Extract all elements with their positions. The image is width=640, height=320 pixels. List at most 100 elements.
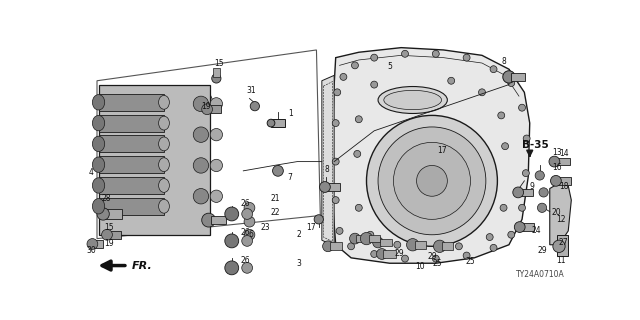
Text: 14: 14 (559, 149, 568, 158)
Circle shape (340, 73, 347, 80)
Text: 17: 17 (307, 222, 316, 232)
Circle shape (490, 244, 497, 251)
Circle shape (553, 240, 565, 252)
Ellipse shape (92, 157, 105, 172)
Ellipse shape (92, 136, 105, 152)
Circle shape (355, 116, 362, 123)
Circle shape (202, 104, 212, 115)
Bar (99, 156, 164, 173)
Circle shape (367, 116, 497, 246)
Text: 29: 29 (428, 252, 438, 261)
Text: 26: 26 (240, 228, 250, 237)
Circle shape (463, 252, 470, 259)
Circle shape (210, 98, 223, 110)
Circle shape (479, 89, 486, 96)
Circle shape (498, 112, 505, 119)
Text: 29: 29 (394, 250, 404, 259)
Circle shape (354, 150, 361, 157)
Circle shape (210, 159, 223, 172)
Circle shape (242, 209, 253, 219)
Bar (212, 68, 220, 77)
Circle shape (448, 77, 454, 84)
Text: 21: 21 (271, 194, 280, 203)
Bar (99, 115, 164, 132)
Circle shape (360, 232, 372, 245)
Bar (92, 240, 103, 248)
Circle shape (539, 188, 548, 197)
Ellipse shape (159, 116, 170, 130)
Circle shape (348, 243, 355, 250)
Ellipse shape (378, 86, 447, 114)
Circle shape (463, 54, 470, 61)
Text: 19: 19 (202, 102, 211, 111)
Bar (511, 73, 525, 81)
Text: 26: 26 (240, 199, 250, 208)
Circle shape (336, 228, 343, 234)
Text: 18: 18 (559, 182, 568, 191)
Bar (99, 135, 164, 152)
Text: 19: 19 (104, 239, 114, 248)
Text: 27: 27 (559, 238, 568, 247)
Ellipse shape (92, 116, 105, 131)
Polygon shape (550, 179, 572, 245)
Bar (99, 84, 210, 235)
Bar (442, 243, 452, 250)
Circle shape (433, 255, 439, 262)
Circle shape (371, 251, 378, 258)
Circle shape (538, 203, 547, 212)
Ellipse shape (159, 199, 170, 213)
Text: 23: 23 (260, 222, 269, 232)
Circle shape (210, 190, 223, 203)
Circle shape (518, 204, 525, 211)
Circle shape (267, 119, 275, 127)
Circle shape (225, 234, 239, 248)
Circle shape (87, 239, 98, 249)
Text: 15: 15 (214, 59, 223, 68)
Ellipse shape (159, 95, 170, 109)
Bar (356, 235, 369, 243)
Circle shape (433, 50, 439, 57)
Circle shape (518, 104, 525, 111)
Circle shape (490, 66, 497, 73)
Text: 8: 8 (501, 57, 506, 66)
Circle shape (378, 127, 486, 235)
Circle shape (244, 203, 255, 213)
Text: 4: 4 (88, 168, 93, 177)
Bar (99, 177, 164, 194)
Circle shape (401, 50, 408, 57)
Circle shape (319, 182, 330, 192)
Circle shape (522, 170, 529, 177)
Text: 12: 12 (557, 215, 566, 224)
Text: 1: 1 (289, 109, 293, 118)
Circle shape (550, 175, 561, 186)
Circle shape (535, 171, 545, 180)
Circle shape (394, 142, 470, 219)
Ellipse shape (92, 198, 105, 214)
Bar (519, 188, 533, 196)
Ellipse shape (159, 158, 170, 172)
Polygon shape (322, 75, 334, 246)
Text: 24: 24 (531, 227, 541, 236)
Circle shape (372, 237, 383, 248)
Text: 2: 2 (296, 230, 301, 239)
Circle shape (355, 204, 362, 211)
Circle shape (508, 80, 515, 86)
Circle shape (508, 231, 515, 238)
Text: 8: 8 (324, 165, 329, 174)
Ellipse shape (159, 179, 170, 192)
Circle shape (394, 241, 401, 248)
Text: 29: 29 (537, 246, 547, 255)
Bar (557, 177, 572, 185)
Text: FR.: FR. (132, 260, 152, 270)
Text: 25: 25 (466, 257, 476, 266)
Circle shape (523, 135, 530, 142)
Bar (415, 241, 426, 249)
Bar (326, 183, 340, 191)
Circle shape (406, 239, 419, 251)
Circle shape (433, 240, 446, 252)
Circle shape (273, 165, 284, 176)
Bar (380, 239, 392, 246)
Circle shape (193, 127, 209, 142)
Text: 16: 16 (553, 163, 563, 172)
Circle shape (225, 261, 239, 275)
